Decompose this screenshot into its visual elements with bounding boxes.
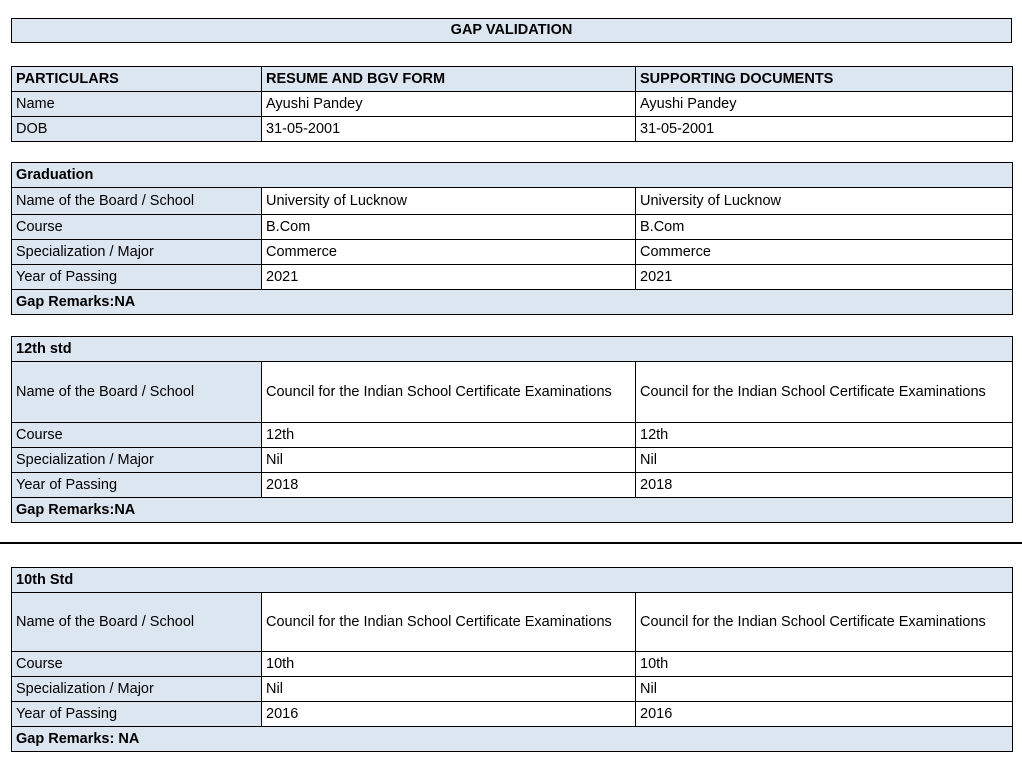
table-row: Specialization / Major Commerce Commerce [11,239,1013,265]
table-row: Course B.Com B.Com [11,214,1013,240]
table-row: DOB 31-05-2001 31-05-2001 [11,116,1013,142]
docs-value: Nil [635,447,1013,473]
row-label: Name of the Board / School [11,592,262,652]
section-heading: 10th Std [10,567,1014,593]
row-label: Course [11,422,262,448]
docs-value: 2021 [635,264,1013,290]
section-table: Graduation Name of the Board / School Un… [11,162,1013,315]
docs-value: 10th [634,651,1014,677]
docs-value: 2018 [635,472,1013,498]
gap-remarks: Gap Remarks:NA [11,497,1013,523]
docs-value: Nil [634,676,1014,702]
section-table: 10th Std Name of the Board / School Coun… [10,567,1014,752]
page-title: GAP VALIDATION [11,18,1012,43]
row-label: Year of Passing [11,701,262,727]
gap-remarks: Gap Remarks: NA [10,726,1014,752]
table-row: Course 10th 10th [11,651,1014,677]
resume-value: 12th [261,422,636,448]
table-row: Year of Passing 2021 2021 [11,264,1013,290]
header-docs: SUPPORTING DOCUMENTS [635,66,1013,92]
gap-remarks: Gap Remarks:NA [11,289,1013,315]
table-row: Name of the Board / School Council for t… [11,592,1014,652]
docs-value: Council for the Indian School Certificat… [635,361,1013,423]
resume-value: 2018 [261,472,636,498]
personal-table: PARTICULARS RESUME AND BGV FORM SUPPORTI… [11,66,1013,142]
docs-value: 12th [635,422,1013,448]
docs-value: Council for the Indian School Certificat… [634,592,1014,652]
docs-value: 31-05-2001 [635,116,1013,142]
row-label: Year of Passing [11,264,262,290]
resume-value: University of Lucknow [261,187,636,215]
row-label: Name [11,91,262,117]
resume-value: 31-05-2001 [261,116,636,142]
row-label: Name of the Board / School [11,187,262,215]
resume-value: 2016 [261,701,636,727]
row-label: Course [11,651,262,677]
header-resume: RESUME AND BGV FORM [261,66,636,92]
table-row: Specialization / Major Nil Nil [11,447,1013,473]
table-row: Year of Passing 2018 2018 [11,472,1013,498]
divider-line [0,542,1022,544]
resume-value: 10th [261,651,636,677]
resume-value: Council for the Indian School Certificat… [261,592,636,652]
resume-value: B.Com [261,214,636,240]
table-row: Specialization / Major Nil Nil [11,676,1014,702]
header-row: PARTICULARS RESUME AND BGV FORM SUPPORTI… [11,66,1013,92]
section-heading: Graduation [11,162,1013,188]
table-row: Name of the Board / School University of… [11,187,1013,215]
table-row: Name of the Board / School Council for t… [11,361,1013,423]
resume-value: Nil [261,676,636,702]
row-label: Course [11,214,262,240]
docs-value: 2016 [634,701,1014,727]
header-particulars: PARTICULARS [11,66,262,92]
table-row: Name Ayushi Pandey Ayushi Pandey [11,91,1013,117]
table-row: Course 12th 12th [11,422,1013,448]
row-label: Specialization / Major [11,676,262,702]
section-heading: 12th std [11,336,1013,362]
resume-value: Ayushi Pandey [261,91,636,117]
docs-value: B.Com [635,214,1013,240]
resume-value: Nil [261,447,636,473]
table-row: Year of Passing 2016 2016 [11,701,1014,727]
section-table: 12th std Name of the Board / School Coun… [11,336,1013,523]
row-label: Specialization / Major [11,447,262,473]
row-label: Year of Passing [11,472,262,498]
docs-value: Commerce [635,239,1013,265]
resume-value: Commerce [261,239,636,265]
resume-value: 2021 [261,264,636,290]
docs-value: University of Lucknow [635,187,1013,215]
docs-value: Ayushi Pandey [635,91,1013,117]
row-label: Specialization / Major [11,239,262,265]
row-label: Name of the Board / School [11,361,262,423]
resume-value: Council for the Indian School Certificat… [261,361,636,423]
row-label: DOB [11,116,262,142]
